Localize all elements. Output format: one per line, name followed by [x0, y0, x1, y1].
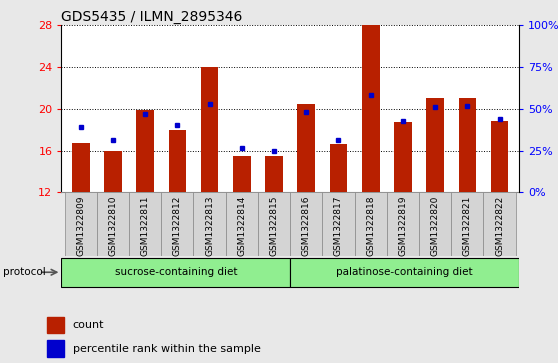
Text: GSM1322822: GSM1322822 [495, 196, 504, 256]
Text: GSM1322809: GSM1322809 [76, 196, 85, 256]
Text: GSM1322816: GSM1322816 [302, 196, 311, 256]
Bar [387, 192, 419, 256]
Bar [419, 192, 451, 256]
Bar [330, 144, 347, 192]
Bar [136, 110, 154, 192]
Bar [226, 192, 258, 256]
Text: GSM1322821: GSM1322821 [463, 196, 472, 256]
Bar [258, 192, 290, 256]
Text: GSM1322812: GSM1322812 [173, 196, 182, 256]
Bar [129, 192, 161, 256]
Bar [47, 340, 64, 357]
Bar [169, 130, 186, 192]
Bar [426, 98, 444, 192]
Bar [459, 98, 476, 192]
Text: GSM1322811: GSM1322811 [141, 196, 150, 256]
Text: GSM1322813: GSM1322813 [205, 196, 214, 256]
Text: GSM1322814: GSM1322814 [237, 196, 246, 256]
Bar [104, 151, 122, 192]
Bar [194, 192, 226, 256]
Bar [265, 156, 283, 192]
Text: sucrose-containing diet: sucrose-containing diet [114, 267, 237, 277]
Bar [323, 192, 354, 256]
Bar [65, 192, 97, 256]
Bar [451, 192, 483, 256]
Text: GSM1322818: GSM1322818 [366, 196, 375, 256]
Bar [201, 67, 219, 192]
Bar [97, 192, 129, 256]
Text: GSM1322820: GSM1322820 [431, 196, 440, 256]
Bar [47, 317, 64, 333]
Bar [290, 192, 323, 256]
Text: GSM1322810: GSM1322810 [108, 196, 117, 256]
Bar [72, 143, 90, 192]
Bar [362, 25, 379, 192]
Bar [354, 192, 387, 256]
Text: protocol: protocol [3, 267, 46, 277]
Text: GSM1322815: GSM1322815 [270, 196, 278, 256]
Bar [233, 156, 251, 192]
Bar [61, 258, 290, 287]
Text: percentile rank within the sample: percentile rank within the sample [73, 344, 261, 354]
Bar [161, 192, 194, 256]
Bar [290, 258, 519, 287]
Bar [297, 104, 315, 192]
Text: GSM1322819: GSM1322819 [398, 196, 407, 256]
Text: palatinose-containing diet: palatinose-containing diet [336, 267, 473, 277]
Bar [483, 192, 516, 256]
Text: GSM1322817: GSM1322817 [334, 196, 343, 256]
Bar [394, 122, 412, 192]
Bar [490, 121, 508, 192]
Text: count: count [73, 321, 104, 330]
Text: GDS5435 / ILMN_2895346: GDS5435 / ILMN_2895346 [61, 11, 243, 24]
